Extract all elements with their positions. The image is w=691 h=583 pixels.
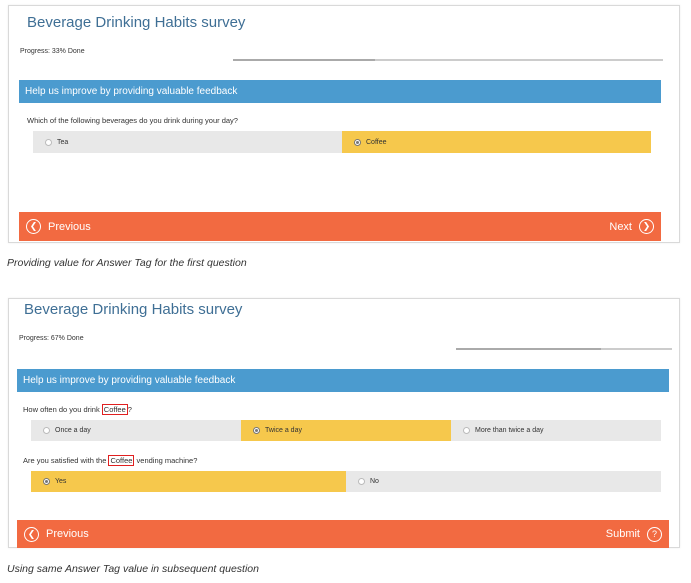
- caption-first: Providing value for Answer Tag for the f…: [7, 257, 247, 269]
- satisfaction-options: Yes No: [31, 471, 661, 492]
- previous-button[interactable]: ❮ Previous: [26, 219, 91, 234]
- navigation-bar: ❮ Previous Submit ?: [17, 520, 669, 548]
- option-more-than-twice[interactable]: More than twice a day: [451, 420, 661, 441]
- next-label: Next: [609, 220, 632, 233]
- option-no[interactable]: No: [346, 471, 661, 492]
- radio-icon[interactable]: [253, 427, 260, 434]
- frequency-options: Once a day Twice a day More than twice a…: [31, 420, 661, 441]
- chevron-right-circle-icon: ❯: [639, 219, 654, 234]
- progress-bar: [233, 59, 663, 61]
- radio-icon[interactable]: [43, 427, 50, 434]
- radio-icon[interactable]: [45, 138, 52, 146]
- answer-tag-highlight: Coffee: [101, 404, 128, 415]
- option-label: Tea: [57, 138, 69, 146]
- option-yes[interactable]: Yes: [31, 471, 346, 492]
- caption-second: Using same Answer Tag value in subsequen…: [7, 563, 259, 575]
- beverage-options: Tea Coffee: [33, 131, 651, 153]
- progress-bar-fill: [233, 59, 375, 61]
- next-button[interactable]: Next ❯: [609, 219, 654, 234]
- feedback-banner: Help us improve by providing valuable fe…: [19, 80, 661, 103]
- option-label: Coffee: [366, 138, 387, 146]
- chevron-left-circle-icon: ❮: [26, 219, 41, 234]
- previous-label: Previous: [48, 220, 91, 233]
- radio-icon[interactable]: [354, 138, 361, 146]
- question-satisfaction: Are you satisfied with the Coffee vendin…: [23, 455, 198, 466]
- navigation-bar: ❮ Previous Next ❯: [19, 212, 661, 241]
- chevron-left-circle-icon: ❮: [24, 526, 39, 542]
- previous-button[interactable]: ❮ Previous: [24, 526, 89, 542]
- progress-bar-fill: [456, 348, 601, 350]
- option-label: No: [370, 478, 379, 485]
- survey-panel-second: Beverage Drinking Habits survey Progress…: [8, 298, 680, 548]
- question-text: ?: [127, 405, 132, 414]
- option-once-a-day[interactable]: Once a day: [31, 420, 241, 441]
- question-circle-icon: ?: [647, 526, 662, 542]
- progress-text: Progress: 33% Done: [20, 48, 85, 55]
- submit-label: Submit: [605, 528, 640, 540]
- option-coffee[interactable]: Coffee: [342, 131, 651, 153]
- question-frequency: How often do you drink Coffee?: [23, 404, 132, 415]
- survey-title: Beverage Drinking Habits survey: [24, 301, 243, 318]
- option-twice-a-day[interactable]: Twice a day: [241, 420, 451, 441]
- question-text: How often do you drink: [23, 405, 102, 414]
- option-label: Twice a day: [265, 427, 302, 434]
- radio-icon[interactable]: [463, 427, 470, 434]
- question-text: vending machine?: [134, 456, 198, 465]
- radio-icon[interactable]: [43, 478, 50, 485]
- survey-panel-first: Beverage Drinking Habits survey Progress…: [8, 5, 680, 243]
- survey-title: Beverage Drinking Habits survey: [27, 14, 246, 31]
- progress-text: Progress: 67% Done: [19, 335, 84, 342]
- feedback-banner: Help us improve by providing valuable fe…: [17, 369, 669, 392]
- submit-button[interactable]: Submit ?: [605, 526, 662, 542]
- radio-icon[interactable]: [358, 478, 365, 485]
- previous-label: Previous: [46, 528, 89, 540]
- progress-bar: [456, 348, 672, 350]
- option-label: Yes: [55, 478, 67, 485]
- option-label: Once a day: [55, 427, 91, 434]
- option-tea[interactable]: Tea: [33, 131, 342, 153]
- question-text: Are you satisfied with the: [23, 456, 109, 465]
- answer-tag-highlight: Coffee: [108, 455, 135, 466]
- question-beverages: Which of the following beverages do you …: [27, 116, 238, 125]
- option-label: More than twice a day: [475, 427, 544, 434]
